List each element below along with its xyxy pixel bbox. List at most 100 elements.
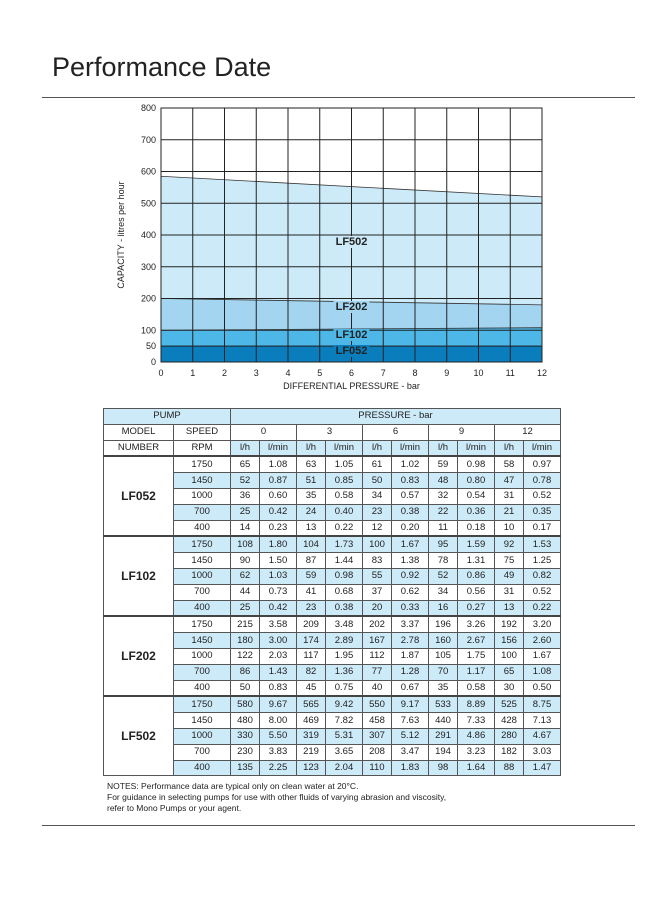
y-tick-label: 600 <box>141 167 156 177</box>
value-cell: 0.38 <box>391 503 429 521</box>
notes: NOTES: Performance data are typical only… <box>107 781 446 814</box>
value-cell: 98 <box>428 759 458 777</box>
speed-cell: 700 <box>173 583 231 601</box>
value-cell: 0.17 <box>523 519 561 537</box>
value-cell: 0.56 <box>457 583 495 601</box>
value-cell: 100 <box>362 535 392 554</box>
value-cell: 440 <box>428 712 458 729</box>
value-cell: 0.73 <box>259 583 297 601</box>
value-cell: 0.20 <box>391 519 429 537</box>
speed-cell: 1450 <box>173 472 231 489</box>
model-cell: LF102 <box>103 535 174 617</box>
table-row: 700 230 3.83 219 3.65 208 3.47 194 3.23 182 3.03 <box>104 743 561 761</box>
value-cell: 100 <box>494 647 524 665</box>
value-cell: 112 <box>362 647 392 665</box>
value-cell: 1.50 <box>259 552 297 569</box>
value-cell: 0.75 <box>325 679 363 697</box>
value-cell: 0.80 <box>457 472 495 489</box>
value-cell: 61 <box>362 455 392 474</box>
value-cell: 208 <box>362 743 392 761</box>
table-row: 1000 36 0.60 35 0.58 34 0.57 32 0.54 31 0.52 <box>104 487 561 505</box>
value-cell: 469 <box>296 712 326 729</box>
speed-cell: 1000 <box>173 487 231 505</box>
value-cell: 1.75 <box>457 647 495 665</box>
value-cell: 0.67 <box>391 679 429 697</box>
value-cell: 82 <box>296 663 326 681</box>
table-row: 1000 122 2.03 117 1.95 112 1.87 105 1.75 100 1.67 <box>104 647 561 665</box>
model-cell: LF052 <box>103 455 174 537</box>
speed-cell: 700 <box>173 503 231 521</box>
series-label-lf202: LF202 <box>336 301 368 313</box>
x-tick-label: 1 <box>190 368 195 378</box>
value-cell: 3.58 <box>259 615 297 634</box>
value-cell: 40 <box>362 679 392 697</box>
value-cell: 90 <box>230 552 260 569</box>
value-cell: 1.95 <box>325 647 363 665</box>
table-row: LF202 1750 215 3.58 209 3.48 202 3.37 196 3.26 192… <box>103 615 561 697</box>
speed-cell: 400 <box>173 519 231 537</box>
header-row: PUMP PRESSURE - bar <box>103 408 561 425</box>
value-cell: 3.48 <box>325 615 363 634</box>
value-cell: 48 <box>428 472 458 489</box>
value-cell: 2.04 <box>325 759 363 777</box>
value-cell: 0.54 <box>457 487 495 505</box>
value-cell: 3.26 <box>457 615 495 634</box>
y-tick-label: 200 <box>141 294 156 304</box>
table-row: 400 25 0.42 23 0.38 20 0.33 16 0.27 13 0.22 <box>104 599 561 617</box>
speed-cell: 1750 <box>173 455 231 474</box>
value-cell: 7.13 <box>523 712 561 729</box>
value-cell: 0.92 <box>391 567 429 585</box>
unit-lh: l/h <box>296 439 326 457</box>
performance-table: PUMP PRESSURE - bar MODEL SPEED 0 3 6 9 12 NUMBER… <box>103 408 561 777</box>
value-cell: 156 <box>494 632 524 649</box>
value-cell: 0.33 <box>391 599 429 617</box>
value-cell: 135 <box>230 759 260 777</box>
speed-cell: 400 <box>173 679 231 697</box>
value-cell: 1.38 <box>391 552 429 569</box>
value-cell: 2.89 <box>325 632 363 649</box>
value-cell: 1.64 <box>457 759 495 777</box>
value-cell: 291 <box>428 727 458 745</box>
value-cell: 1.36 <box>325 663 363 681</box>
value-cell: 35 <box>296 487 326 505</box>
value-cell: 0.83 <box>259 679 297 697</box>
value-cell: 32 <box>428 487 458 505</box>
value-cell: 7.63 <box>391 712 429 729</box>
value-cell: 174 <box>296 632 326 649</box>
value-cell: 7.82 <box>325 712 363 729</box>
unit-lh: l/h <box>230 439 260 457</box>
value-cell: 9.42 <box>325 695 363 714</box>
value-cell: 87 <box>296 552 326 569</box>
pressure-value-header: 3 <box>296 423 363 441</box>
pressure-value-header: 0 <box>230 423 297 441</box>
x-tick-label: 3 <box>254 368 259 378</box>
value-cell: 167 <box>362 632 392 649</box>
value-cell: 0.22 <box>325 519 363 537</box>
value-cell: 0.98 <box>325 567 363 585</box>
value-cell: 23 <box>362 503 392 521</box>
value-cell: 3.37 <box>391 615 429 634</box>
value-cell: 580 <box>230 695 260 714</box>
table-row: 400 135 2.25 123 2.04 110 1.83 98 1.64 88 1.47 <box>104 759 561 777</box>
value-cell: 1.31 <box>457 552 495 569</box>
value-cell: 14 <box>230 519 260 537</box>
value-cell: 0.58 <box>457 679 495 697</box>
value-cell: 0.18 <box>457 519 495 537</box>
value-cell: 20 <box>362 599 392 617</box>
value-cell: 0.40 <box>325 503 363 521</box>
table-row: 700 25 0.42 24 0.40 23 0.38 22 0.36 21 0.35 <box>104 503 561 521</box>
value-cell: 3.23 <box>457 743 495 761</box>
speed-cell: 1000 <box>173 567 231 585</box>
value-cell: 117 <box>296 647 326 665</box>
pressure-header: PRESSURE - bar <box>230 408 561 425</box>
x-tick-label: 6 <box>349 368 354 378</box>
pressure-value-header: 6 <box>362 423 429 441</box>
value-cell: 160 <box>428 632 458 649</box>
value-cell: 45 <box>296 679 326 697</box>
value-cell: 2.67 <box>457 632 495 649</box>
unit-lh: l/h <box>428 439 458 457</box>
value-cell: 92 <box>494 535 524 554</box>
note-line: NOTES: Performance data are typical only… <box>107 781 359 791</box>
value-cell: 0.87 <box>259 472 297 489</box>
x-tick-label: 2 <box>222 368 227 378</box>
